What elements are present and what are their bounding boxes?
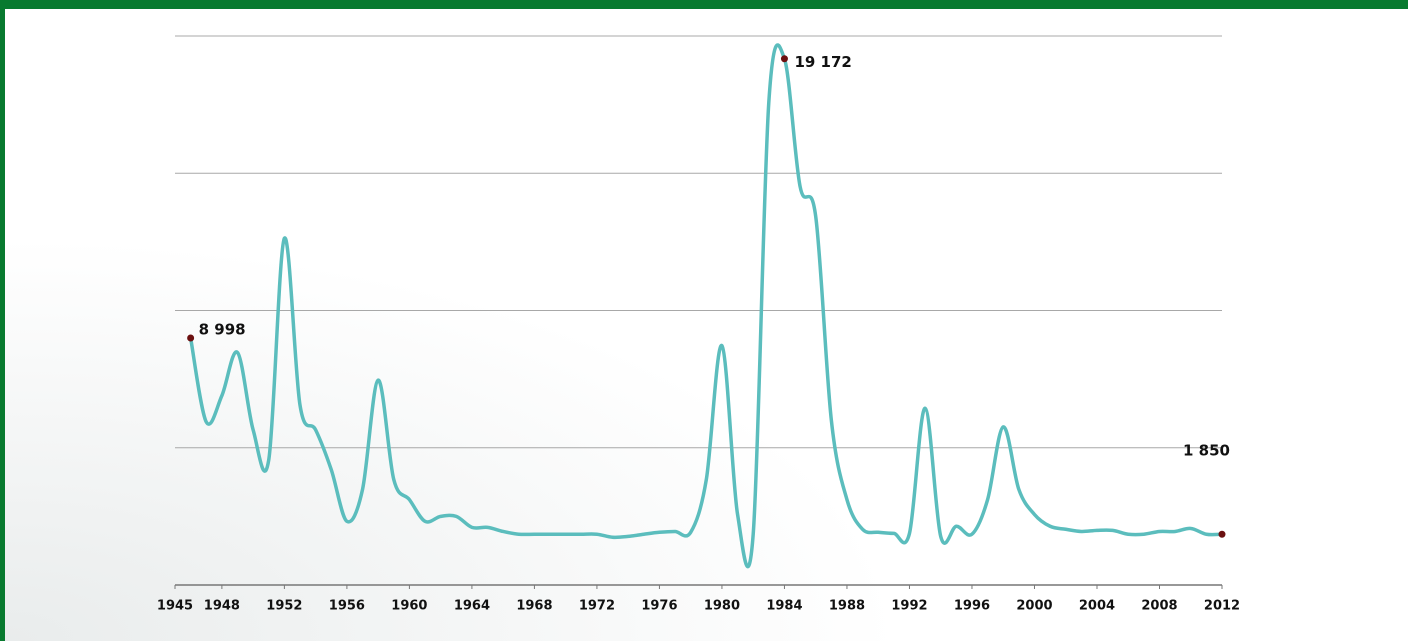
x-tick-label: 2008 xyxy=(1141,599,1177,614)
x-tick-label: 2004 xyxy=(1079,599,1115,614)
x-tick-label: 1972 xyxy=(579,599,615,614)
x-tick-label: 1996 xyxy=(954,599,990,614)
x-tick-label: 1984 xyxy=(766,599,802,614)
x-tick-label: 1992 xyxy=(891,599,927,614)
annotation-dot xyxy=(780,55,788,63)
x-tick-label: 1964 xyxy=(454,599,490,614)
x-tick-label: 2012 xyxy=(1204,599,1240,614)
annotation-label: 8 998 xyxy=(199,321,246,339)
x-tick-label: 2000 xyxy=(1016,599,1052,614)
x-tick-label: 1948 xyxy=(204,599,240,614)
annotation-dot xyxy=(1218,530,1226,538)
annotation-label: 1 850 xyxy=(1183,442,1230,460)
x-tick-label: 1988 xyxy=(829,599,865,614)
x-tick-label: 1952 xyxy=(266,599,302,614)
x-tick-label: 1980 xyxy=(704,599,740,614)
annotation-label: 19 172 xyxy=(794,53,851,71)
x-tick-label: 1945 xyxy=(157,599,193,614)
x-tick-label: 1956 xyxy=(329,599,365,614)
x-tick-label: 1960 xyxy=(391,599,427,614)
annotation-dot xyxy=(187,334,195,342)
data-line xyxy=(188,43,1223,569)
x-tick-label: 1976 xyxy=(641,599,677,614)
x-tick-label: 1968 xyxy=(516,599,552,614)
